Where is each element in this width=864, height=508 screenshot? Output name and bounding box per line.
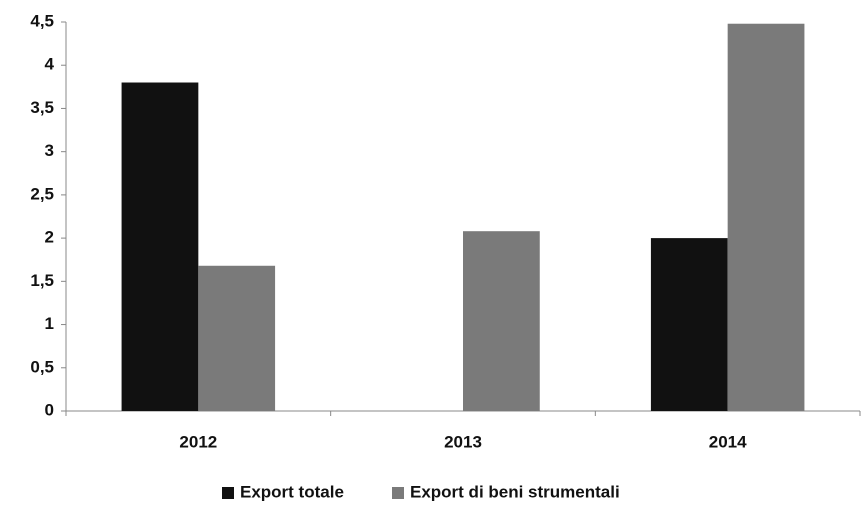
y-tick-label: 3 — [45, 141, 54, 160]
legend-swatch — [222, 487, 234, 499]
bar — [727, 23, 805, 412]
x-tick-label: 2013 — [444, 432, 482, 451]
y-tick-label: 2 — [45, 228, 54, 247]
y-tick-label: 4 — [45, 55, 55, 74]
y-tick-label: 1,5 — [30, 271, 54, 290]
bar — [650, 238, 728, 411]
legend-swatch — [392, 487, 404, 499]
y-tick-label: 0,5 — [30, 357, 54, 376]
y-tick-label: 0 — [45, 400, 54, 419]
bar — [463, 231, 540, 411]
x-tick-label: 2012 — [179, 432, 217, 451]
y-tick-label: 3,5 — [30, 98, 54, 117]
bar — [198, 265, 276, 411]
x-tick-label: 2014 — [709, 432, 747, 451]
bar — [121, 82, 199, 411]
legend-label: Export di beni strumentali — [410, 482, 620, 501]
legend-label: Export totale — [240, 482, 344, 501]
y-tick-label: 4,5 — [30, 11, 54, 30]
y-tick-label: 2,5 — [30, 184, 54, 203]
y-tick-label: 1 — [45, 314, 54, 333]
